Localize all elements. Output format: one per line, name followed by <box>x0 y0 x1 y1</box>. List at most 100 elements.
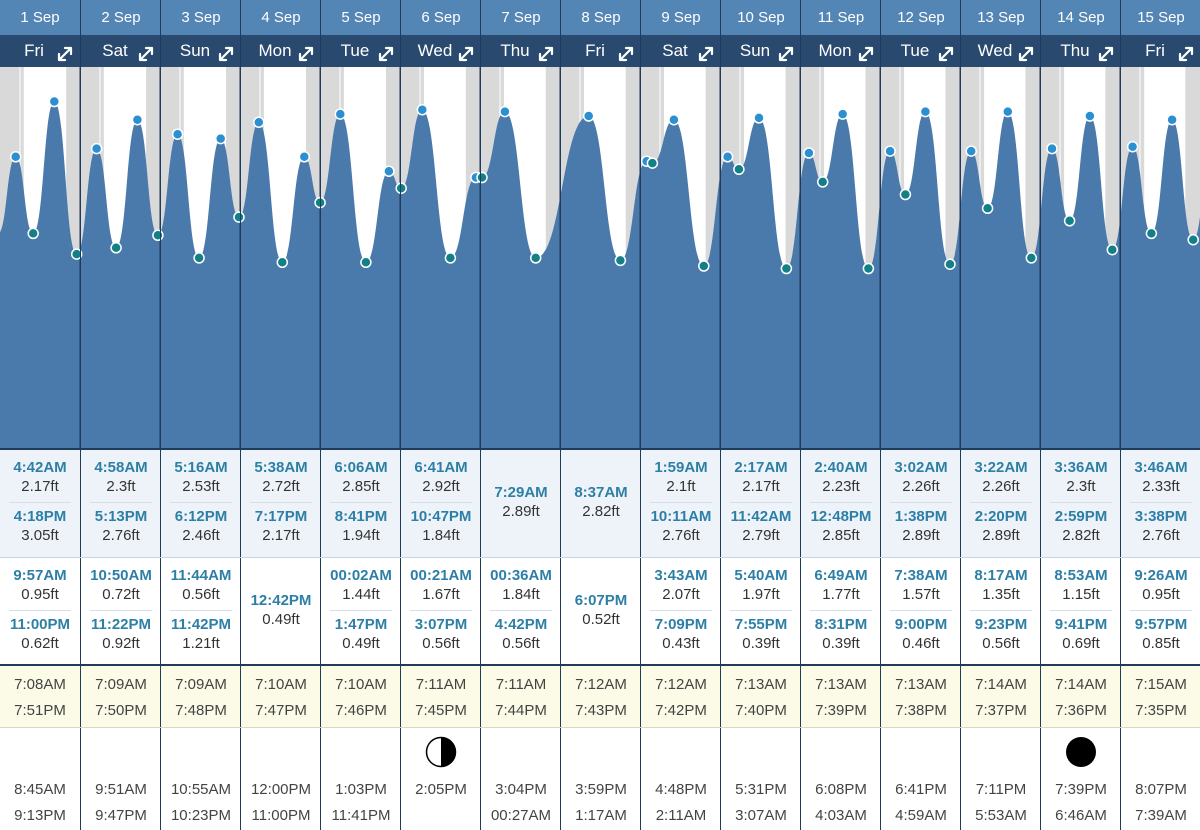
high-tide-entry[interactable]: 1:38PM 2.89ft <box>881 507 961 545</box>
low-tide-entry[interactable]: 7:55PM 0.39ft <box>721 615 801 653</box>
expand-icon[interactable] <box>217 42 235 62</box>
low-tide-marker[interactable] <box>899 188 912 201</box>
expand-icon[interactable] <box>137 42 155 62</box>
low-tide-entry[interactable]: 3:43AM 2.07ft <box>641 566 721 604</box>
high-tide-entry[interactable]: 5:16AM 2.53ft <box>161 458 241 496</box>
high-tide-marker[interactable] <box>1046 142 1058 155</box>
high-tide-entry[interactable]: 1:59AM 2.1ft <box>641 458 721 496</box>
low-tide-entry[interactable]: 9:57AM 0.95ft <box>0 566 80 604</box>
low-tide-entry[interactable]: 00:21AM 1.67ft <box>401 566 481 604</box>
low-tide-entry[interactable]: 1:47PM 0.49ft <box>321 615 401 653</box>
low-tide-marker[interactable] <box>1106 243 1119 256</box>
low-tide-entry[interactable]: 7:38AM 1.57ft <box>881 566 961 604</box>
high-tide-marker[interactable] <box>298 151 311 163</box>
high-tide-marker[interactable] <box>48 95 61 108</box>
low-tide-entry[interactable]: 8:53AM 1.15ft <box>1041 566 1121 604</box>
high-tide-entry[interactable]: 6:12PM 2.46ft <box>161 507 241 545</box>
low-tide-marker[interactable] <box>1145 227 1158 240</box>
high-tide-marker[interactable] <box>214 132 227 145</box>
low-tide-marker[interactable] <box>395 182 407 194</box>
low-tide-entry[interactable]: 8:17AM 1.35ft <box>961 566 1041 604</box>
expand-icon[interactable] <box>537 42 555 62</box>
high-tide-marker[interactable] <box>884 145 896 157</box>
low-tide-entry[interactable]: 00:36AM 1.84ft <box>481 566 561 604</box>
low-tide-entry[interactable]: 11:00PM 0.62ft <box>0 615 80 653</box>
low-tide-marker[interactable] <box>733 163 745 176</box>
high-tide-entry[interactable]: 3:38PM 2.76ft <box>1121 507 1200 545</box>
expand-icon[interactable] <box>297 42 315 62</box>
low-tide-entry[interactable]: 5:40AM 1.97ft <box>721 566 801 604</box>
high-tide-marker[interactable] <box>253 116 265 129</box>
low-tide-entry[interactable]: 11:44AM 0.56ft <box>161 566 241 604</box>
high-tide-entry[interactable]: 3:36AM 2.3ft <box>1041 458 1121 496</box>
low-tide-marker[interactable] <box>1063 215 1076 227</box>
high-tide-marker[interactable] <box>416 103 429 116</box>
low-tide-marker[interactable] <box>276 256 289 269</box>
low-tide-entry[interactable]: 4:42PM 0.56ft <box>481 615 561 653</box>
low-tide-entry[interactable]: 6:49AM 1.77ft <box>801 566 881 604</box>
high-tide-marker[interactable] <box>1002 105 1014 118</box>
high-tide-marker[interactable] <box>171 128 184 140</box>
high-tide-marker[interactable] <box>9 151 22 163</box>
low-tide-entry[interactable]: 9:57PM 0.85ft <box>1121 615 1200 653</box>
low-tide-marker[interactable] <box>646 157 659 169</box>
low-tide-marker[interactable] <box>816 176 829 188</box>
low-tide-entry[interactable]: 8:31PM 0.39ft <box>801 615 881 653</box>
high-tide-marker[interactable] <box>1126 140 1139 153</box>
expand-icon[interactable] <box>1097 42 1115 62</box>
high-tide-entry[interactable]: 5:38AM 2.72ft <box>241 458 321 496</box>
low-tide-marker[interactable] <box>529 252 542 264</box>
low-tide-marker[interactable] <box>27 227 39 240</box>
expand-icon[interactable] <box>697 42 715 62</box>
high-tide-marker[interactable] <box>721 151 734 163</box>
low-tide-marker[interactable] <box>1025 252 1038 264</box>
low-tide-marker[interactable] <box>862 262 875 275</box>
low-tide-marker[interactable] <box>70 248 83 260</box>
low-tide-entry[interactable]: 9:00PM 0.46ft <box>881 615 961 653</box>
high-tide-entry[interactable]: 10:11AM 2.76ft <box>641 507 721 545</box>
high-tide-entry[interactable]: 2:40AM 2.23ft <box>801 458 881 496</box>
low-tide-entry[interactable]: 9:41PM 0.69ft <box>1041 615 1121 653</box>
low-tide-marker[interactable] <box>444 252 457 264</box>
high-tide-marker[interactable] <box>836 108 849 120</box>
high-tide-marker[interactable] <box>383 165 395 177</box>
low-tide-marker[interactable] <box>614 254 627 267</box>
low-tide-entry[interactable]: 10:50AM 0.72ft <box>81 566 161 604</box>
high-tide-entry[interactable]: 2:20PM 2.89ft <box>961 507 1041 545</box>
high-tide-entry[interactable]: 4:18PM 3.05ft <box>0 507 80 545</box>
high-tide-marker[interactable] <box>334 108 347 120</box>
low-tide-marker[interactable] <box>944 258 956 270</box>
expand-icon[interactable] <box>1177 42 1195 62</box>
low-tide-marker[interactable] <box>110 242 122 254</box>
high-tide-marker[interactable] <box>919 105 932 118</box>
high-tide-entry[interactable]: 12:48PM 2.85ft <box>801 507 881 545</box>
high-tide-entry[interactable]: 3:02AM 2.26ft <box>881 458 961 496</box>
high-tide-marker[interactable] <box>668 113 680 126</box>
low-tide-entry[interactable]: 11:22PM 0.92ft <box>81 615 161 653</box>
high-tide-entry[interactable]: 5:13PM 2.76ft <box>81 507 161 545</box>
high-tide-entry[interactable]: 8:41PM 1.94ft <box>321 507 401 545</box>
expand-icon[interactable] <box>56 42 74 62</box>
high-tide-marker[interactable] <box>1166 113 1178 126</box>
high-tide-entry[interactable]: 4:42AM 2.17ft <box>0 458 80 496</box>
low-tide-marker[interactable] <box>193 252 205 264</box>
expand-icon[interactable] <box>777 42 795 62</box>
low-tide-marker[interactable] <box>476 171 488 184</box>
high-tide-marker[interactable] <box>499 105 511 118</box>
low-tide-entry[interactable]: 12:42PM 0.49ft <box>241 591 321 629</box>
low-tide-entry[interactable]: 7:09PM 0.43ft <box>641 615 721 653</box>
low-tide-entry[interactable]: 9:26AM 0.95ft <box>1121 566 1200 604</box>
high-tide-marker[interactable] <box>753 112 765 124</box>
low-tide-marker[interactable] <box>360 256 372 269</box>
low-tide-marker[interactable] <box>981 202 994 215</box>
expand-icon[interactable] <box>1017 42 1035 62</box>
low-tide-marker[interactable] <box>698 260 710 272</box>
high-tide-marker[interactable] <box>1084 110 1096 122</box>
high-tide-entry[interactable]: 2:59PM 2.82ft <box>1041 507 1121 545</box>
low-tide-entry[interactable]: 3:07PM 0.56ft <box>401 615 481 653</box>
high-tide-entry[interactable]: 7:17PM 2.17ft <box>241 507 321 545</box>
high-tide-entry[interactable]: 6:06AM 2.85ft <box>321 458 401 496</box>
high-tide-entry[interactable]: 6:41AM 2.92ft <box>401 458 481 496</box>
expand-icon[interactable] <box>857 42 875 62</box>
high-tide-marker[interactable] <box>90 142 103 155</box>
